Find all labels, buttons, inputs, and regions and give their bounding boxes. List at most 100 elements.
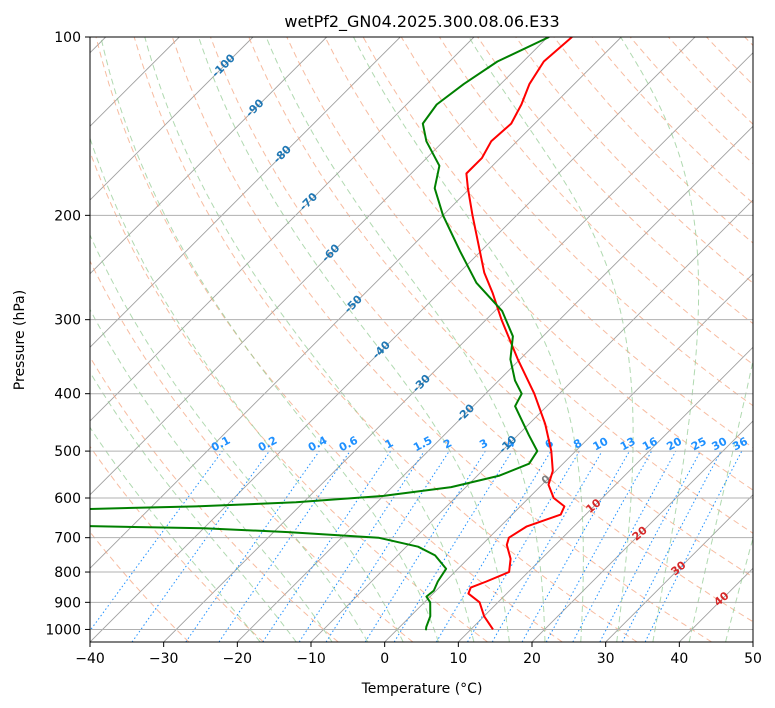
isotherm-line	[90, 37, 696, 642]
mixing-ratio-line	[599, 450, 701, 642]
isotherm-line	[90, 37, 475, 422]
isotherm-line	[457, 346, 753, 642]
moist-adiabat-line	[144, 37, 475, 642]
moist-adiabat-line	[90, 136, 404, 642]
isotherm-label: -20	[454, 401, 477, 424]
dry-adiabat-line	[90, 356, 339, 642]
mixing-ratio-line	[298, 450, 425, 642]
reference-line-labels: 0.1 0.2 0.4 0.6 1 1.5 2 3 4 6 8 10 13 16 20 25 30 36-100-…	[209, 51, 750, 609]
moist-adiabat-line	[725, 536, 753, 642]
x-tick-label: 20	[523, 651, 541, 667]
plot-frame	[89, 36, 754, 643]
x-tick-label: 30	[597, 651, 615, 667]
pressure-gridlines	[90, 37, 753, 630]
y-tick-label: 400	[54, 387, 81, 403]
moist-adiabat-line	[90, 371, 297, 642]
dry-adiabat-line	[210, 37, 753, 623]
dry-adiabat-line	[324, 37, 753, 491]
x-axis-label: Temperature (°C)	[361, 681, 483, 697]
dry-adiabat-line	[90, 445, 264, 642]
x-tick-label: 0	[380, 651, 389, 667]
dry-adiabat-line	[706, 37, 753, 86]
isotherm-line	[236, 125, 753, 642]
y-tick-label: 1000	[45, 622, 81, 638]
x-axis-ticks: −40 −30 −20 −10 0 10 20 30 40 50	[75, 642, 762, 667]
dry-adiabat-line	[515, 37, 753, 284]
mixing-ratio-label: 13	[618, 435, 638, 454]
isotherm-label: -40	[370, 338, 393, 361]
moist-adiabat-line	[620, 37, 700, 642]
y-tick-label: 600	[54, 491, 81, 507]
isotherm-line	[605, 494, 753, 642]
chart-title: wetPf2_GN04.2025.300.08.06.E33	[284, 12, 559, 32]
moist-adiabat-line	[90, 233, 369, 642]
mixing-ratio-label: 10	[591, 435, 611, 454]
mixing-ratio-line	[325, 450, 450, 642]
x-tick-label: −30	[149, 651, 179, 667]
dry-adiabat-line	[90, 259, 414, 642]
sounding-profiles	[90, 37, 573, 631]
mixing-ratio-label: 3	[477, 436, 490, 451]
isotherm-line	[531, 420, 753, 642]
moist-adiabat-line	[688, 358, 753, 642]
dry-adiabat-line	[553, 37, 753, 244]
mixing-ratio-line	[644, 450, 743, 642]
dry-adiabat-line	[248, 37, 753, 578]
mixing-ratio-line	[90, 450, 223, 632]
mixing-ratio-label: 16	[640, 435, 660, 454]
x-tick-label: −10	[296, 651, 326, 667]
isotherm-line	[384, 273, 753, 642]
dry-adiabat-line	[90, 531, 190, 642]
x-tick-label: 10	[449, 651, 467, 667]
isotherm-line	[678, 567, 753, 642]
isotherm-label: -100	[209, 51, 238, 80]
mixing-ratio-line	[262, 450, 392, 642]
isotherm-line	[163, 52, 753, 642]
isotherm-line	[310, 199, 753, 642]
temperature-profile-line	[465, 37, 573, 630]
moist-adiabat-line	[100, 37, 439, 642]
y-tick-label: 500	[54, 444, 81, 460]
y-tick-label: 800	[54, 565, 81, 581]
moist-adiabat-line	[353, 37, 584, 642]
moist-adiabat-line	[265, 37, 546, 642]
isotherm-label: -30	[410, 372, 433, 395]
isotherm-label: -50	[342, 292, 365, 315]
mixing-ratio-line	[393, 450, 513, 642]
y-tick-label: 900	[54, 595, 81, 611]
y-tick-label: 100	[54, 30, 81, 46]
moist-adiabat-line	[468, 37, 634, 642]
dry-adiabat-line	[133, 37, 638, 642]
mixing-ratio-label: 36	[730, 435, 750, 454]
isotherm-line	[90, 37, 401, 348]
mixing-ratio-line	[435, 450, 552, 642]
moist-adiabat-line	[90, 426, 261, 642]
mixing-ratio-label: 2	[441, 436, 454, 451]
dewpoint-profile-line	[90, 37, 550, 631]
y-tick-label: 700	[54, 531, 81, 547]
dry-adiabat-line	[591, 37, 753, 204]
isotherm-line	[752, 641, 753, 642]
dry-adiabat-line	[171, 37, 712, 642]
y-axis-ticks: 100 200 300 400 500 600 700 800 900 1000	[45, 30, 90, 638]
isotherm-line	[90, 37, 328, 275]
mixing-ratio-label: 25	[689, 435, 709, 454]
mixing-ratio-line	[185, 450, 320, 642]
mixing-ratio-line	[521, 450, 630, 642]
mixing-ratio-label: 20	[664, 435, 684, 454]
dry-adiabat-line	[286, 37, 753, 534]
mixing-ratio-line	[364, 450, 486, 642]
dry-adiabat-line	[95, 37, 563, 642]
isotherm-label: -70	[297, 190, 320, 213]
x-tick-label: 40	[670, 651, 688, 667]
isotherm-label: -90	[243, 96, 266, 119]
isotherm-label: -80	[271, 142, 294, 165]
mixing-ratio-label: 30	[710, 435, 730, 454]
dry-adiabat-line	[668, 37, 753, 125]
isotherm-line	[90, 37, 254, 201]
y-axis-label: Pressure (hPa)	[12, 290, 28, 390]
x-tick-label: −40	[75, 651, 105, 667]
mixing-ratio-line	[218, 450, 351, 642]
isotherm-line	[90, 37, 549, 496]
